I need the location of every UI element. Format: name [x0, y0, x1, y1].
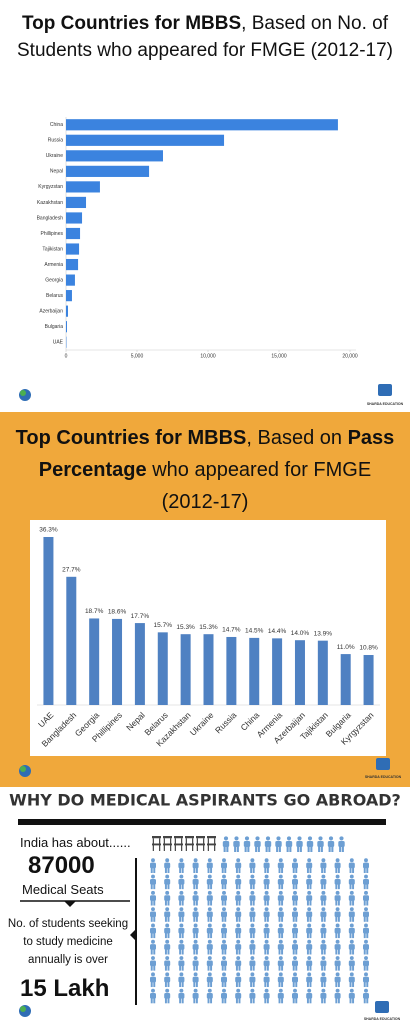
- y-tick-label: Georgia: [45, 277, 63, 283]
- students-text: No. of students seeking to study medicin…: [7, 918, 129, 966]
- title-part: , Based on: [246, 427, 348, 449]
- divider: [18, 819, 386, 825]
- bar: [363, 655, 374, 705]
- value-label: 15.7%: [154, 622, 173, 629]
- bar: [66, 290, 72, 302]
- section-3-bg: [0, 787, 410, 1024]
- bar: [43, 537, 54, 705]
- section-title: WHY DO MEDICAL ASPIRANTS GO ABROAD?: [9, 791, 401, 810]
- bar: [66, 150, 163, 162]
- bar: [317, 640, 328, 705]
- value-label: 10.8%: [359, 645, 378, 652]
- x-tick-label: 15,000: [271, 353, 287, 359]
- logo-left: [19, 765, 31, 777]
- y-tick-label: Kyrgyzstan: [38, 184, 63, 190]
- seats: 87000: [28, 852, 95, 879]
- bar: [66, 227, 81, 240]
- logo-right: [375, 1001, 389, 1013]
- y-tick-label: Phillipines: [40, 231, 63, 237]
- y-tick-label: Nepal: [50, 169, 63, 175]
- bar: [66, 165, 150, 177]
- bar: [226, 636, 237, 705]
- value-label: 15.3%: [199, 624, 218, 631]
- value-label: 13.9%: [314, 630, 333, 637]
- y-tick-label: Azerbaijan: [39, 308, 63, 314]
- chart-1-title: Top Countries for MBBS, Based on No. of …: [15, 10, 395, 64]
- value-label: 36.3%: [39, 527, 58, 534]
- brand: SHARDA EDUCATION: [365, 775, 402, 779]
- value-label: 15.3%: [176, 624, 195, 631]
- bar: [340, 654, 351, 705]
- bar: [157, 632, 168, 705]
- bar: [66, 243, 80, 255]
- bar: [272, 638, 283, 705]
- value-label: 27.7%: [62, 567, 81, 574]
- value-label: 14.0%: [291, 630, 310, 637]
- x-tick-label: 10,000: [200, 353, 216, 359]
- title-part: Top Countries for MBBS: [15, 427, 247, 449]
- bar: [294, 640, 305, 705]
- y-tick-label: Belarus: [46, 293, 63, 299]
- y-tick-label: Bulgaria: [45, 324, 64, 330]
- value-label: 14.7%: [222, 627, 241, 634]
- chart-2-title: Top Countries for MBBS, Based on Pass Pe…: [15, 422, 395, 518]
- value-label: 18.6%: [108, 609, 127, 616]
- y-tick-label: UAE: [53, 340, 64, 346]
- bar: [66, 258, 79, 271]
- bar: [66, 134, 225, 146]
- students: 15 Lakh: [20, 975, 110, 1002]
- bar: [180, 634, 191, 705]
- logo-right: [378, 384, 392, 396]
- logo-right: [376, 758, 390, 770]
- title-part: Top Countries for MBBS: [21, 13, 242, 34]
- x-tick-label: 5,000: [131, 353, 144, 359]
- title-part: Pass Percentage: [38, 427, 395, 481]
- bar: [66, 305, 68, 317]
- value-label: 11.0%: [337, 644, 355, 651]
- bar: [89, 618, 100, 705]
- title-part: who appeared for FMGE (2012-17): [146, 459, 372, 513]
- y-tick-label: Russia: [48, 138, 64, 144]
- separator-arrow: [64, 901, 76, 907]
- bar: [66, 274, 75, 286]
- brand: SHARDA EDUCATION: [367, 402, 404, 406]
- x-tick-label: 0: [65, 353, 68, 359]
- y-tick-label: Bangladesh: [37, 215, 64, 221]
- bar: [203, 634, 214, 705]
- y-tick-label: Tajikistan: [42, 246, 63, 252]
- y-tick-label: China: [50, 122, 63, 128]
- bracket-arrow: [130, 929, 136, 941]
- y-tick-label: Armenia: [44, 262, 63, 268]
- bar: [66, 321, 67, 333]
- logo-left: [19, 1005, 31, 1017]
- y-tick-label: Ukraine: [46, 153, 63, 159]
- bar: [66, 212, 83, 224]
- seats-label: Medical Seats: [22, 882, 104, 897]
- bar: [66, 576, 77, 705]
- y-tick-label: Kazakhstan: [37, 200, 63, 206]
- value-label: 18.7%: [85, 608, 104, 615]
- brand: SHARDA EDUCATION: [364, 1017, 401, 1021]
- title-part: , Based on No. of Students who appeared …: [17, 13, 393, 61]
- bar: [112, 618, 123, 705]
- x-tick-label: 20,000: [342, 353, 358, 359]
- bar: [249, 637, 260, 705]
- bar: [66, 119, 338, 131]
- bar: [66, 181, 100, 193]
- bar: [134, 623, 145, 705]
- value-label: 17.7%: [131, 613, 150, 620]
- value-label: 14.5%: [245, 628, 264, 635]
- bar: [66, 196, 87, 209]
- logo-left: [19, 389, 31, 401]
- value-label: 14.4%: [268, 628, 287, 635]
- intro: India has about......: [20, 835, 131, 850]
